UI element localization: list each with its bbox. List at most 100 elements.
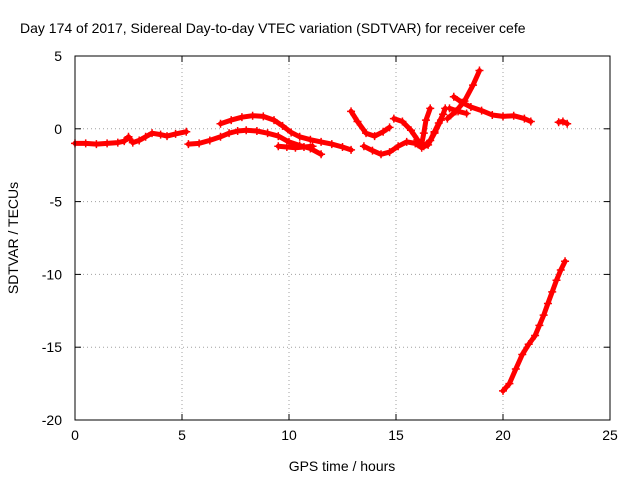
series-arc-12 (554, 117, 572, 128)
x-axis-label: GPS time / hours (289, 458, 396, 474)
series-arc-8 (419, 110, 448, 151)
data-point (421, 116, 430, 125)
data-point (552, 276, 561, 285)
data-point (398, 117, 407, 126)
data-point (419, 142, 428, 151)
data-point (327, 140, 336, 149)
series-arc-5 (347, 107, 394, 141)
data-point (347, 107, 356, 116)
data-point (287, 128, 296, 137)
data-point (92, 140, 101, 149)
grid (75, 56, 610, 420)
series-arc-7 (389, 104, 435, 149)
data-point (539, 311, 548, 320)
data-point (120, 137, 129, 146)
data-point (274, 132, 283, 141)
data-point (124, 132, 133, 141)
data-point (477, 106, 486, 115)
data-point (458, 98, 467, 107)
data-point (434, 118, 443, 127)
data-point (426, 136, 435, 145)
data-point (242, 126, 251, 135)
series-arc-4 (274, 142, 317, 152)
data-point (353, 117, 362, 126)
series-arc-3 (216, 111, 356, 154)
x-tick-label: 15 (388, 427, 404, 443)
data-point (216, 119, 225, 128)
x-tick-label: 20 (495, 427, 511, 443)
y-tick-label: -15 (42, 339, 62, 355)
data-point (462, 109, 471, 118)
plot-frame (74, 55, 611, 421)
y-tick-label: -5 (50, 194, 63, 210)
data-point (439, 110, 448, 119)
data-point (248, 111, 257, 120)
data-point (406, 126, 415, 135)
data-point (225, 129, 234, 138)
data-point (475, 66, 484, 75)
data-point (184, 140, 193, 149)
data-point (156, 130, 165, 139)
data-point (135, 136, 144, 145)
data-point (308, 142, 317, 151)
data-point (259, 112, 268, 121)
data-point (379, 127, 388, 136)
data-point (385, 123, 394, 132)
x-tick-label: 5 (178, 427, 186, 443)
data-point (499, 112, 507, 121)
data-point (252, 126, 261, 135)
series-layer (71, 66, 572, 395)
data-point (526, 117, 535, 126)
data-point (520, 114, 529, 123)
data-point (347, 145, 356, 154)
series-arc-1 (71, 127, 191, 149)
data-point (237, 113, 246, 122)
data-point (81, 139, 90, 148)
data-point (499, 386, 507, 395)
data-point (270, 116, 279, 125)
series-arc-13 (499, 257, 570, 395)
data-point (359, 142, 368, 151)
data-point (285, 137, 293, 146)
data-point (128, 138, 137, 147)
data-point (141, 132, 150, 141)
data-point (163, 132, 172, 141)
x-tick-label: 10 (281, 427, 297, 443)
data-point (413, 135, 422, 144)
data-point (505, 379, 514, 388)
data-point (317, 137, 326, 146)
data-point (370, 132, 379, 141)
data-point (426, 104, 435, 113)
data-point (278, 121, 287, 130)
data-point (524, 340, 533, 349)
data-point (389, 114, 398, 123)
data-point (362, 129, 371, 138)
data-point (419, 129, 428, 138)
data-point (216, 132, 225, 141)
y-tick-label: -20 (42, 412, 62, 428)
data-point (103, 139, 112, 148)
chart-title: Day 174 of 2017, Sidereal Day-to-day VTE… (20, 20, 526, 36)
data-point (263, 129, 272, 138)
y-tick-label: 5 (54, 48, 62, 64)
data-point (233, 126, 242, 135)
data-point (531, 331, 540, 340)
data-point (394, 142, 403, 151)
series-band (185, 127, 324, 157)
data-point (299, 143, 308, 151)
data-point (295, 132, 304, 141)
data-point (430, 127, 439, 136)
data-point (368, 146, 377, 155)
data-point (556, 266, 565, 275)
data-point (317, 150, 326, 159)
data-point (466, 102, 475, 111)
y-tick-label: -10 (42, 266, 62, 282)
x-tick-label: 25 (602, 427, 618, 443)
data-point (548, 287, 557, 296)
y-axis-label: SDTVAR / TECUs (5, 182, 21, 294)
data-point (509, 111, 518, 120)
data-point (445, 104, 454, 113)
y-tick-label: 0 (54, 121, 62, 137)
series-arc-10 (449, 92, 535, 126)
